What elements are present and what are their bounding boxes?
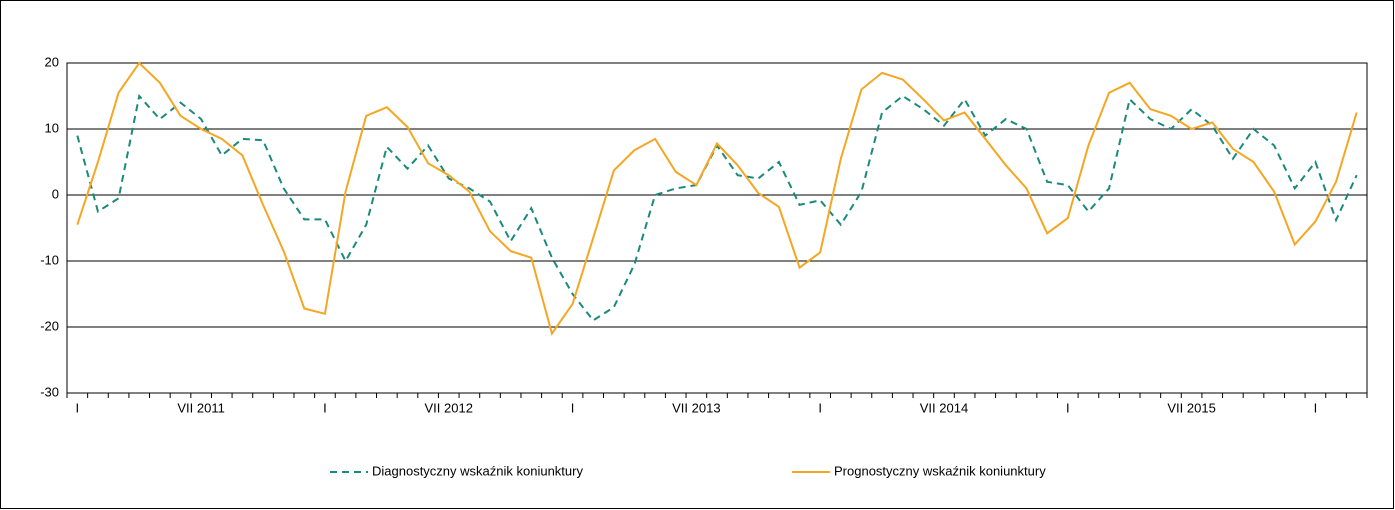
x-tick-label: I (571, 400, 575, 415)
series-line (76, 61, 1358, 336)
x-tick-label: VII 2013 (672, 400, 720, 415)
x-tick-label: I (1066, 400, 1070, 415)
y-tick-label: 0 (52, 186, 59, 201)
x-tick-label: I (818, 400, 822, 415)
y-tick-label: -10 (40, 252, 59, 267)
x-tick-label: VII 2012 (425, 400, 473, 415)
series-line (76, 93, 1358, 322)
legend-label: Prognostyczny wskaźnik koniunktury (834, 463, 1046, 478)
y-tick-label: -30 (40, 384, 59, 399)
x-tick-label: VII 2011 (177, 400, 224, 415)
x-tick-label: I (1314, 400, 1318, 415)
y-tick-label: 10 (45, 120, 59, 135)
plot-border (66, 62, 1368, 394)
y-tick-label: 20 (45, 54, 59, 69)
x-tick-label: VII 2014 (920, 400, 968, 415)
y-tick-label: -20 (40, 318, 59, 333)
x-tick-label: VII 2015 (1167, 400, 1215, 415)
x-tick-label: I (76, 400, 80, 415)
legend-label: Diagnostyczny wskaźnik koniunktury (372, 463, 583, 478)
x-tick-label: I (323, 400, 327, 415)
